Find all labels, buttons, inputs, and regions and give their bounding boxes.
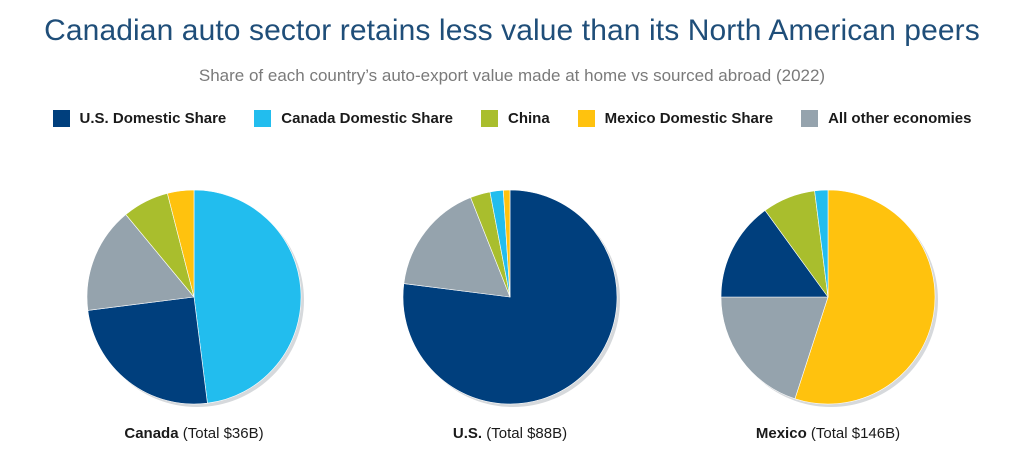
pie-slice-canada-all-other-economies [86, 214, 195, 311]
pie-slice-u-s-all-other-economies [403, 197, 511, 298]
legend-item-canada: Canada Domestic Share [254, 110, 453, 127]
legend-swatch-us [52, 110, 70, 127]
pie-label-u-s: U.S. (Total $88B) [453, 425, 567, 442]
pie-slice-mexico-u-s-domestic-share [720, 210, 829, 298]
legend-label-canada: Canada Domestic Share [281, 110, 453, 127]
pie-total-label: (Total $36B) [179, 425, 264, 442]
legend-item-us: U.S. Domestic Share [52, 110, 227, 127]
pie-slice-canada-mexico-domestic-share [167, 189, 195, 298]
legend-label-other: All other economies [828, 110, 972, 127]
legend-label-mexico: Mexico Domestic Share [604, 110, 774, 127]
pie-slice-mexico-all-other-economies [720, 296, 829, 400]
legend-swatch-canada [254, 110, 272, 127]
legend-swatch-mexico [577, 110, 595, 127]
pie-total-label: (Total $146B) [807, 425, 900, 442]
legend-swatch-other [801, 110, 819, 127]
pie-u-s: U.S. (Total $88B) [402, 189, 620, 442]
legend-item-china: China [481, 110, 550, 127]
pie-label-mexico: Mexico (Total $146B) [756, 425, 900, 442]
legend-item-mexico: Mexico Domestic Share [577, 110, 774, 127]
pie-slice-mexico-mexico-domestic-share [794, 189, 936, 405]
legend-swatch-china [481, 110, 498, 127]
pie-country-name: Canada [124, 425, 179, 442]
pie-slice-mexico-canada-domestic-share [814, 189, 829, 298]
pie-label-canada: Canada (Total $36B) [124, 425, 263, 442]
legend: U.S. Domestic Share Canada Domestic Shar… [0, 110, 1024, 127]
pie-country-name: Mexico [756, 425, 807, 442]
pie-slice-canada-canada-domestic-share [193, 189, 302, 404]
pie-slice-canada-u-s-domestic-share [87, 296, 208, 405]
legend-item-other: All other economies [801, 110, 971, 127]
pie-charts: Canada (Total $36B) U.S. (Total $88B) Mexi… [86, 189, 938, 442]
chart-title: Canadian auto sector retains less value … [44, 14, 980, 47]
pie-canada: Canada (Total $36B) [86, 189, 304, 442]
pie-total-label: (Total $88B) [482, 425, 567, 442]
pie-country-name: U.S. [453, 425, 482, 442]
pie-slice-u-s-mexico-domestic-share [502, 189, 511, 298]
chart-subtitle: Share of each country’s auto-export valu… [198, 66, 826, 85]
legend-label-china: China [508, 110, 550, 127]
legend-label-us: U.S. Domestic Share [79, 110, 227, 127]
pie-mexico: Mexico (Total $146B) [720, 189, 938, 442]
